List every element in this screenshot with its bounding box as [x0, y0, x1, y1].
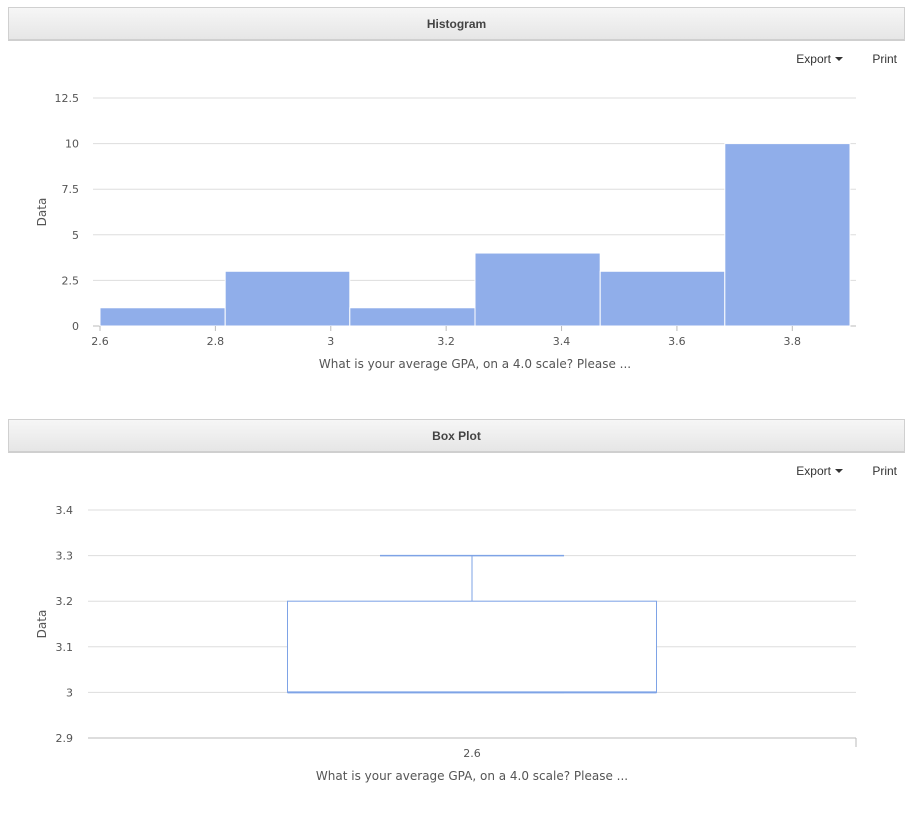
x-tick-label: 3 — [327, 335, 334, 348]
chevron-down-icon — [834, 57, 843, 61]
y-tick-label: 3.2 — [56, 595, 74, 608]
y-tick-label: 3.4 — [56, 504, 74, 517]
y-tick-label: 12.5 — [55, 92, 80, 105]
histogram-panel-header: Histogram — [8, 7, 905, 41]
y-axis-title: Data — [35, 610, 49, 639]
histogram-bar — [599, 270, 726, 327]
boxplot-print-button[interactable]: Print — [872, 464, 897, 478]
y-tick-label: 2.9 — [56, 732, 74, 745]
y-tick-label: 7.5 — [62, 183, 80, 196]
boxplot-chart: 2.9 3 3.1 3.2 3.3 3.4 2.6 What is your average … — [35, 504, 857, 783]
histogram-print-button[interactable]: Print — [872, 52, 897, 66]
histogram-bar — [724, 143, 851, 327]
histogram-bar — [349, 307, 476, 327]
boxplot-panel-header: Box Plot — [8, 419, 905, 453]
x-tick-label: 2.6 — [91, 335, 109, 348]
histogram-export-label: Export — [796, 52, 831, 66]
x-tick-label: 2.8 — [207, 335, 225, 348]
histogram-bar — [99, 307, 226, 327]
x-tick-label: 2.6 — [463, 747, 481, 760]
x-tick-label: 3.8 — [784, 335, 802, 348]
y-tick-label: 3 — [66, 686, 73, 699]
chevron-down-icon — [834, 469, 843, 473]
box — [287, 600, 657, 693]
y-axis-title: Data — [35, 198, 49, 227]
histogram-bar — [224, 270, 351, 327]
histogram-chart: 0 2.5 5 7.5 10 12.5 2.6 2.8 3 3.2 3.4 3.6 3.8 What is… — [35, 92, 856, 371]
x-tick-label: 3.2 — [437, 335, 455, 348]
x-tick-label: 3.6 — [668, 335, 686, 348]
boxplot-toolbar: Export Print — [796, 464, 897, 478]
boxplot-export-button[interactable]: Export — [796, 464, 843, 478]
x-axis-title: What is your average GPA, on a 4.0 scale… — [319, 357, 631, 371]
y-tick-label: 10 — [65, 138, 79, 151]
x-axis-title: What is your average GPA, on a 4.0 scale… — [316, 769, 628, 783]
histogram-export-button[interactable]: Export — [796, 52, 843, 66]
y-tick-label: 5 — [72, 229, 79, 242]
boxplot-panel-title: Box Plot — [432, 429, 481, 443]
boxplot-export-label: Export — [796, 464, 831, 478]
y-tick-label: 0 — [72, 320, 79, 333]
y-tick-label: 3.1 — [56, 641, 74, 654]
x-tick-label: 3.4 — [553, 335, 571, 348]
histogram-toolbar: Export Print — [796, 52, 897, 66]
y-tick-label: 3.3 — [56, 550, 74, 563]
histogram-bar — [474, 252, 601, 327]
histogram-panel-title: Histogram — [426, 17, 487, 31]
y-tick-label: 2.5 — [62, 274, 80, 287]
